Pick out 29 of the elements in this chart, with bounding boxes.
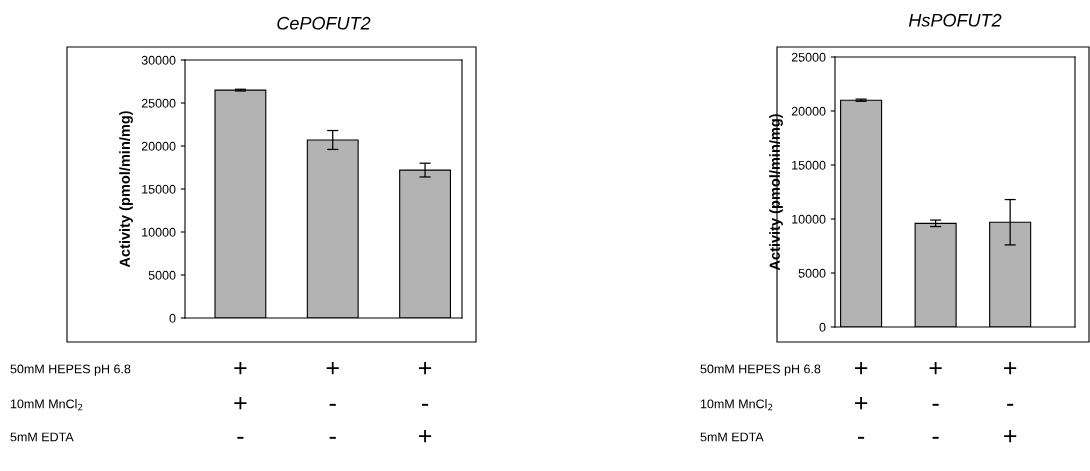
y-tick-label: 10000 xyxy=(142,227,176,237)
text: 5mM EDTA xyxy=(700,432,764,442)
y-tick-label: 5000 xyxy=(148,270,176,280)
y-tick-label: 25000 xyxy=(141,98,176,108)
y-tick-label: 15000 xyxy=(792,160,826,170)
text: 5mM EDTA xyxy=(10,432,74,442)
y-tick-label: 0 xyxy=(169,313,176,323)
text: 10mM MnCl$_{2}$ xyxy=(700,399,773,411)
x-tick-label: + + - xyxy=(855,362,868,439)
y-axis-title: Activity (pmol/min/mg) xyxy=(119,111,133,268)
chart-title: CePOFUT2 xyxy=(277,16,371,30)
y-tick-label: 15000 xyxy=(142,184,176,194)
y-axis-title: Activity (pmol/min/mg) xyxy=(769,114,783,271)
category-label: + - - xyxy=(929,362,942,439)
y-tick-label: 30000 xyxy=(141,55,176,65)
text: 50mM HEPES pH 6.8 xyxy=(10,364,131,376)
x-tick-label: + - + xyxy=(1004,362,1017,443)
y-tick-label: 20000 xyxy=(791,106,826,116)
x-tick-label: + - + xyxy=(418,362,432,443)
y-tick-label: 25000 xyxy=(791,52,826,62)
text: 50mM HEPES pH 6.8 xyxy=(700,364,821,376)
text: 10mM MnCl$_{2}$ xyxy=(10,399,83,411)
y-tick-label: 5000 xyxy=(798,268,826,278)
x-tick-label: + + - xyxy=(234,362,247,439)
y-tick-label: 20000 xyxy=(141,141,176,151)
y-tick-label: 0 xyxy=(819,322,826,332)
category-label: + - - xyxy=(326,362,339,439)
chart-title: HsPOFUT2 xyxy=(908,13,1002,27)
y-tick-label: 10000 xyxy=(792,214,826,224)
